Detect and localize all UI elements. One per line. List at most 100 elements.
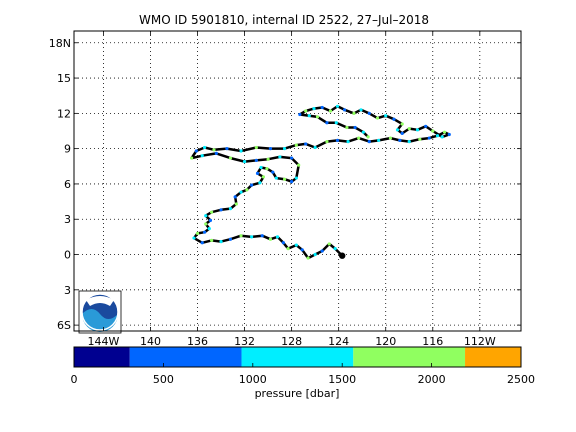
profile-point <box>333 247 337 251</box>
profile-point <box>228 237 233 241</box>
profile-point <box>388 136 393 140</box>
profile-point <box>342 108 347 112</box>
y-axis: 18N 15 12 9 6 3 0 3 6S <box>49 37 521 332</box>
profile-point <box>250 235 254 239</box>
profile-point <box>212 148 216 152</box>
profile-point <box>352 111 356 115</box>
x-tick-label: 136 <box>187 335 208 348</box>
profile-point <box>346 139 350 144</box>
profile-point <box>415 128 420 132</box>
profile-point <box>353 125 357 130</box>
profile-point <box>306 256 310 260</box>
profile-point <box>367 111 371 115</box>
profile-point <box>407 139 411 144</box>
profile-point <box>300 248 304 252</box>
profile-point <box>375 116 380 120</box>
profile-point <box>210 238 214 243</box>
profile-point <box>200 241 204 245</box>
profile-point <box>233 195 237 199</box>
profile-point <box>225 147 229 151</box>
x-tick-label: 112W <box>464 335 496 348</box>
x-tick-label: 128 <box>281 335 302 348</box>
profile-point <box>278 155 282 159</box>
profile-point <box>275 235 280 239</box>
profile-point <box>447 132 451 137</box>
profile-point <box>297 163 301 167</box>
profile-point <box>274 176 278 180</box>
profile-point <box>200 154 204 158</box>
profile-point <box>228 156 233 160</box>
colorbar-frame <box>73 346 522 368</box>
colorbar-segment <box>74 347 130 367</box>
profile-point <box>377 138 381 143</box>
profile-point <box>239 149 243 153</box>
profile-point <box>259 165 263 170</box>
profile-point <box>254 158 258 163</box>
profile-point <box>286 247 290 251</box>
profile-point <box>366 135 370 139</box>
profile-point <box>357 136 361 140</box>
profile-point <box>315 115 320 119</box>
profile-point <box>268 147 273 151</box>
profile-point <box>320 249 324 253</box>
profile-point <box>294 143 298 147</box>
chart-title: WMO ID 5901810, internal ID 2522, 27–Jul… <box>139 13 429 27</box>
profile-point <box>435 134 440 138</box>
colorbar-tick-label: 500 <box>153 373 174 386</box>
profile-point <box>400 122 404 126</box>
colorbar-tick-label: 2000 <box>418 373 446 386</box>
profile-point <box>290 156 294 160</box>
profile-point <box>335 138 340 143</box>
x-tick-label: 132 <box>234 335 255 348</box>
profile-point <box>258 181 262 185</box>
y-tick-label: 3 <box>64 284 71 297</box>
profile-point <box>239 190 243 194</box>
profile-point <box>268 237 273 241</box>
profile-point <box>442 130 447 134</box>
x-tick-label: 124 <box>328 335 349 348</box>
y-tick-label: 0 <box>64 249 71 262</box>
profile-point <box>312 107 316 111</box>
profile-point <box>207 227 211 231</box>
last-position-marker <box>339 252 346 259</box>
profile-point <box>328 109 333 113</box>
x-tick-label: 116 <box>422 335 443 348</box>
pressure-colorbar <box>74 347 521 367</box>
colorbar-segment <box>465 347 521 367</box>
profile-point <box>424 124 428 128</box>
profile-point <box>219 208 223 212</box>
profile-point <box>367 139 371 144</box>
y-tick-label: 3 <box>64 213 71 226</box>
profile-points <box>190 104 451 260</box>
profile-point <box>307 114 311 118</box>
profile-point <box>260 234 264 238</box>
profile-point <box>219 239 223 244</box>
colorbar-label: pressure [dbar] <box>255 387 340 400</box>
profile-point <box>202 230 207 234</box>
profile-point <box>255 171 260 175</box>
profile-point <box>254 145 258 150</box>
profile-point <box>204 214 208 218</box>
profile-point <box>361 130 365 134</box>
profile-point <box>440 135 444 139</box>
profile-point <box>281 241 285 245</box>
profile-point <box>384 114 388 118</box>
profile-point <box>192 236 196 240</box>
colorbar-tick-label: 0 <box>71 373 78 386</box>
profile-point <box>210 210 214 214</box>
profile-point <box>294 176 298 180</box>
profile-point <box>294 243 298 247</box>
plot-frame <box>73 30 522 332</box>
colorbar-ticks: 0 500 1000 1500 2000 2500 <box>71 363 535 386</box>
y-tick-label: 18N <box>49 37 71 50</box>
profile-point <box>418 137 422 141</box>
profile-point <box>304 109 308 113</box>
profile-point <box>245 188 249 192</box>
profile-point <box>325 139 329 144</box>
profile-point <box>266 157 270 161</box>
profile-point <box>304 142 308 146</box>
profile-point <box>261 175 265 179</box>
profile-point <box>250 183 254 187</box>
profile-point <box>298 112 302 117</box>
